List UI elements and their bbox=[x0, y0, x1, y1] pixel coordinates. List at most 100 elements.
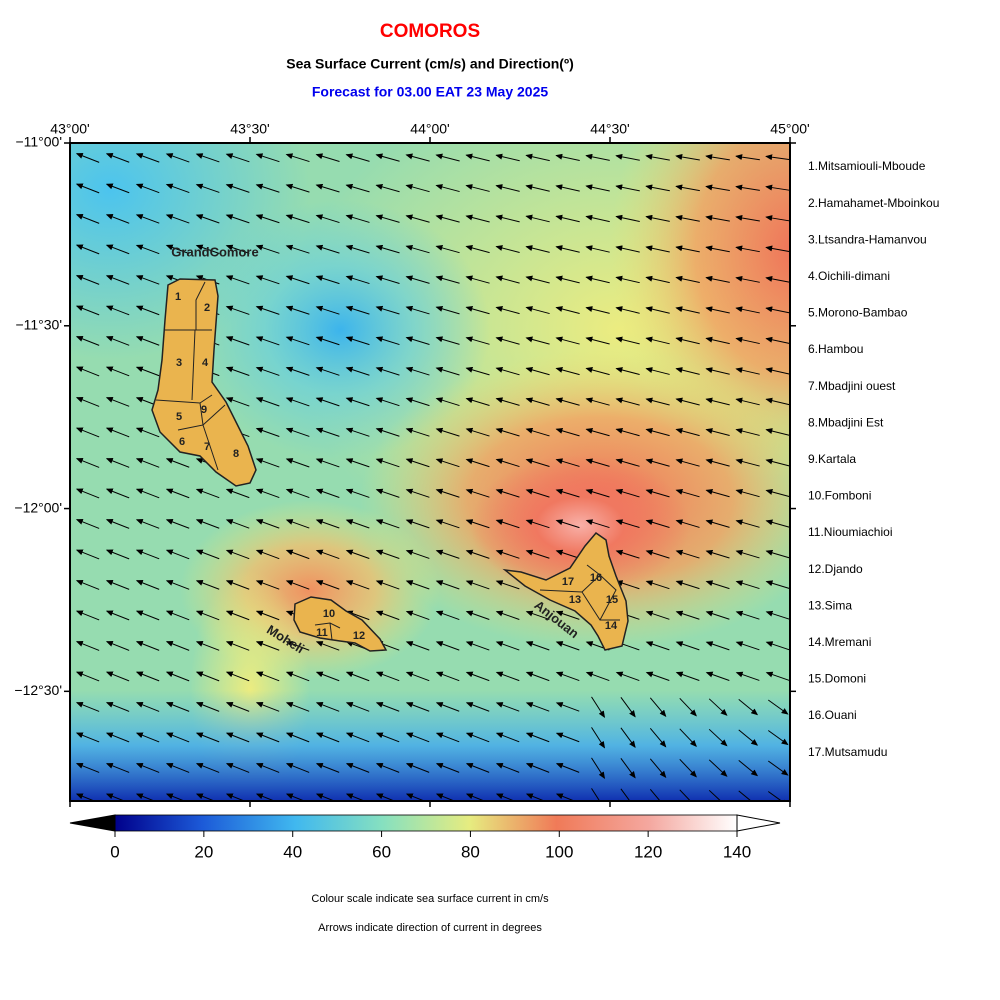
legend-entry: 4.Oichili-dimani bbox=[808, 269, 890, 283]
current-arrow bbox=[585, 275, 610, 284]
current-arrow bbox=[645, 549, 670, 559]
current-arrow bbox=[555, 763, 580, 773]
lon-tick-label: 45°00' bbox=[770, 121, 809, 137]
current-arrow bbox=[495, 306, 520, 315]
current-arrow bbox=[405, 427, 430, 437]
current-arrow bbox=[165, 183, 190, 194]
current-arrow bbox=[105, 519, 130, 529]
current-arrow bbox=[405, 519, 430, 529]
region-number: 2 bbox=[204, 302, 210, 314]
current-arrow bbox=[495, 458, 520, 468]
current-arrow bbox=[345, 183, 370, 193]
current-arrow bbox=[765, 610, 790, 620]
current-arrow bbox=[225, 641, 250, 651]
current-arrow bbox=[375, 610, 400, 621]
current-arrow bbox=[195, 214, 220, 224]
current-arrow bbox=[225, 549, 250, 560]
current-arrow bbox=[135, 671, 160, 682]
current-arrow bbox=[591, 727, 606, 749]
current-arrow bbox=[495, 793, 516, 801]
current-arrow bbox=[435, 732, 460, 743]
current-arrow bbox=[405, 763, 430, 773]
current-arrow bbox=[585, 367, 610, 376]
region-number: 15 bbox=[606, 594, 618, 606]
current-arrow bbox=[435, 763, 460, 773]
current-arrow bbox=[105, 397, 130, 407]
current-arrow bbox=[495, 153, 520, 162]
current-arrow bbox=[495, 275, 520, 284]
current-arrow bbox=[465, 549, 490, 559]
current-arrow bbox=[525, 275, 550, 284]
current-arrow bbox=[765, 458, 790, 467]
current-arrow bbox=[255, 153, 280, 163]
current-arrow bbox=[585, 458, 610, 467]
current-arrow bbox=[315, 702, 340, 712]
current-arrow bbox=[225, 702, 250, 712]
current-arrow bbox=[735, 428, 760, 436]
current-arrow bbox=[405, 549, 430, 559]
subtitle: Sea Surface Current (cm/s) and Direction… bbox=[286, 56, 574, 72]
lon-tick-label: 44°00' bbox=[410, 121, 449, 137]
current-arrow bbox=[465, 671, 490, 682]
current-arrow bbox=[255, 275, 280, 285]
current-arrow bbox=[555, 336, 580, 345]
colorbar-high-end bbox=[736, 814, 781, 832]
current-arrow bbox=[525, 366, 550, 376]
current-arrow bbox=[765, 245, 790, 253]
current-arrow bbox=[285, 397, 310, 407]
current-arrow bbox=[620, 727, 636, 748]
legend-entry: 9.Kartala bbox=[808, 452, 856, 466]
current-arrow bbox=[525, 153, 550, 162]
current-arrow bbox=[315, 793, 336, 801]
title: COMOROS bbox=[380, 21, 480, 42]
current-arrow bbox=[615, 367, 640, 375]
current-arrow bbox=[375, 214, 400, 223]
current-arrow bbox=[555, 306, 580, 314]
current-arrow bbox=[195, 549, 220, 560]
colorbar-tick-label: 140 bbox=[723, 842, 751, 861]
current-arrow bbox=[705, 671, 730, 681]
current-arrow bbox=[75, 793, 96, 801]
colorbar-tick-label: 60 bbox=[372, 842, 391, 861]
current-arrow bbox=[255, 366, 280, 376]
current-arrow bbox=[285, 214, 310, 224]
current-arrow bbox=[375, 519, 400, 529]
current-arrow bbox=[495, 641, 520, 651]
current-arrow bbox=[525, 458, 550, 467]
current-arrow bbox=[375, 580, 400, 590]
current-arrow bbox=[345, 305, 370, 315]
current-arrow bbox=[705, 641, 730, 651]
current-arrow bbox=[705, 275, 730, 283]
current-arrow bbox=[465, 702, 490, 712]
current-arrow bbox=[315, 458, 340, 468]
current-arrow bbox=[285, 793, 306, 801]
current-arrow bbox=[195, 610, 220, 621]
current-arrow bbox=[375, 702, 400, 712]
current-arrow bbox=[345, 397, 370, 407]
current-arrow bbox=[345, 488, 370, 498]
current-arrow bbox=[555, 214, 580, 223]
current-arrow bbox=[465, 214, 490, 223]
current-arrow bbox=[495, 732, 520, 743]
region-number: 10 bbox=[323, 608, 335, 620]
current-arrow bbox=[195, 580, 220, 590]
current-arrow bbox=[465, 458, 490, 468]
current-arrow bbox=[735, 549, 760, 559]
lat-tick-label: −12°00' bbox=[14, 499, 62, 515]
current-arrow bbox=[705, 336, 730, 345]
current-arrow bbox=[615, 275, 640, 284]
current-arrow bbox=[675, 641, 700, 651]
lon-tick-label: 43°00' bbox=[50, 121, 89, 137]
current-arrow bbox=[105, 793, 126, 801]
current-arrow bbox=[315, 336, 340, 346]
current-arrow bbox=[645, 184, 670, 192]
current-arrow bbox=[255, 763, 280, 773]
current-arrow bbox=[165, 488, 190, 499]
current-arrow bbox=[705, 610, 730, 620]
current-arrow bbox=[315, 671, 340, 682]
current-arrow bbox=[495, 336, 520, 345]
current-arrow bbox=[555, 245, 580, 253]
current-arrow bbox=[225, 793, 246, 801]
current-arrow bbox=[165, 671, 190, 682]
